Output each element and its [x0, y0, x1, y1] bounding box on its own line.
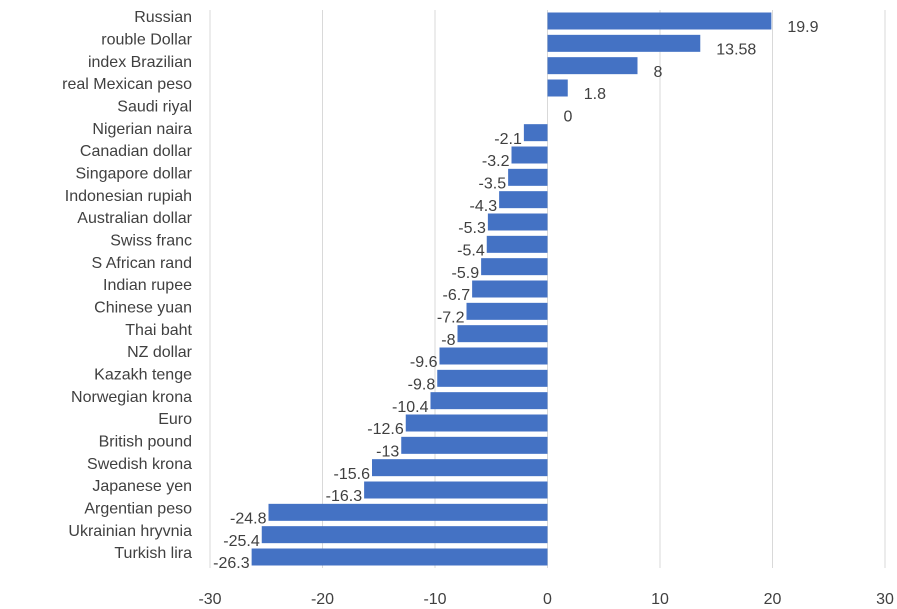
bar: [499, 191, 548, 209]
y-tick-label: rouble Dollar: [101, 32, 192, 49]
y-tick-label: Singapore dollar: [75, 166, 192, 183]
y-tick-label: British pound: [99, 434, 192, 451]
bar: [523, 124, 548, 142]
bar: [547, 12, 772, 30]
y-tick-label: Indonesian rupiah: [65, 188, 192, 205]
data-label: -10.4: [392, 399, 429, 416]
y-tick-label: Ukrainian hryvnia: [68, 523, 192, 540]
bar: [261, 526, 548, 544]
data-label: -7.2: [437, 310, 465, 327]
data-label: 13.58: [716, 42, 756, 59]
y-tick-label: Kazakh tenge: [94, 367, 192, 384]
data-label: 8: [654, 64, 663, 81]
y-tick-label: index Brazilian: [88, 54, 192, 71]
y-tick-label: Euro: [158, 411, 192, 428]
y-tick-label: Swedish krona: [87, 456, 192, 473]
data-label: -13: [376, 444, 399, 461]
bar: [401, 436, 548, 454]
data-label: -26.3: [213, 555, 250, 572]
x-tick-label: -10: [423, 591, 446, 608]
y-tick-label: Argentian peso: [84, 501, 192, 518]
data-label: -8: [441, 332, 455, 349]
bar: [486, 235, 548, 253]
x-tick-label: 20: [764, 591, 782, 608]
data-label: -4.3: [470, 198, 498, 215]
bar: [457, 325, 548, 343]
y-tick-label: NZ dollar: [127, 344, 193, 361]
y-tick-label: Chinese yuan: [94, 300, 192, 317]
y-tick-label: Russian: [134, 9, 192, 26]
data-label: -6.7: [443, 287, 471, 304]
y-tick-label: Canadian dollar: [80, 143, 193, 160]
bar: [251, 548, 548, 566]
x-tick-label: 0: [543, 591, 552, 608]
bar: [364, 481, 548, 499]
bar: [481, 258, 548, 276]
y-tick-label: Swiss franc: [110, 233, 192, 250]
data-label: -9.8: [408, 377, 436, 394]
y-tick-label: Thai baht: [125, 322, 192, 339]
x-tick-label: 10: [651, 591, 669, 608]
y-tick-label: S African rand: [92, 255, 193, 272]
data-label: -24.8: [230, 511, 267, 528]
data-label: -15.6: [334, 466, 371, 483]
data-label: -3.2: [482, 153, 510, 170]
y-tick-label: Turkish lira: [114, 545, 192, 562]
bar: [511, 146, 548, 164]
y-tick-label: Australian dollar: [77, 210, 192, 227]
bar: [439, 347, 548, 365]
x-tick-label: 30: [876, 591, 894, 608]
y-tick-label: Japanese yen: [92, 478, 192, 495]
data-label: -25.4: [223, 533, 260, 550]
y-tick-label: Indian rupee: [103, 277, 192, 294]
y-tick-label: Norwegian krona: [71, 389, 192, 406]
data-label: -5.4: [457, 243, 485, 260]
bar: [487, 213, 548, 231]
bar: [547, 34, 701, 52]
bar: [466, 302, 548, 320]
bar: [508, 168, 548, 186]
bar: [472, 280, 548, 298]
bar: [430, 392, 548, 410]
data-label: -16.3: [326, 488, 363, 505]
data-label: 1.8: [584, 86, 606, 103]
bar: [405, 414, 548, 432]
data-label: -12.6: [367, 421, 404, 438]
x-tick-label: -30: [198, 591, 221, 608]
bar: [547, 57, 638, 75]
data-label: -9.6: [410, 354, 438, 371]
data-label: -3.5: [479, 176, 507, 193]
x-tick-label: -20: [311, 591, 334, 608]
data-label: 19.9: [787, 19, 818, 36]
data-label: 0: [564, 109, 573, 126]
bar: [268, 503, 548, 521]
bar: [547, 79, 568, 97]
y-tick-label: Saudi riyal: [117, 99, 192, 116]
data-label: -5.9: [452, 265, 480, 282]
bar: [437, 369, 548, 387]
y-tick-label: Nigerian naira: [92, 121, 192, 138]
data-label: -5.3: [458, 220, 486, 237]
data-label: -2.1: [494, 131, 522, 148]
y-tick-label: real Mexican peso: [62, 76, 192, 93]
bar: [372, 459, 548, 477]
